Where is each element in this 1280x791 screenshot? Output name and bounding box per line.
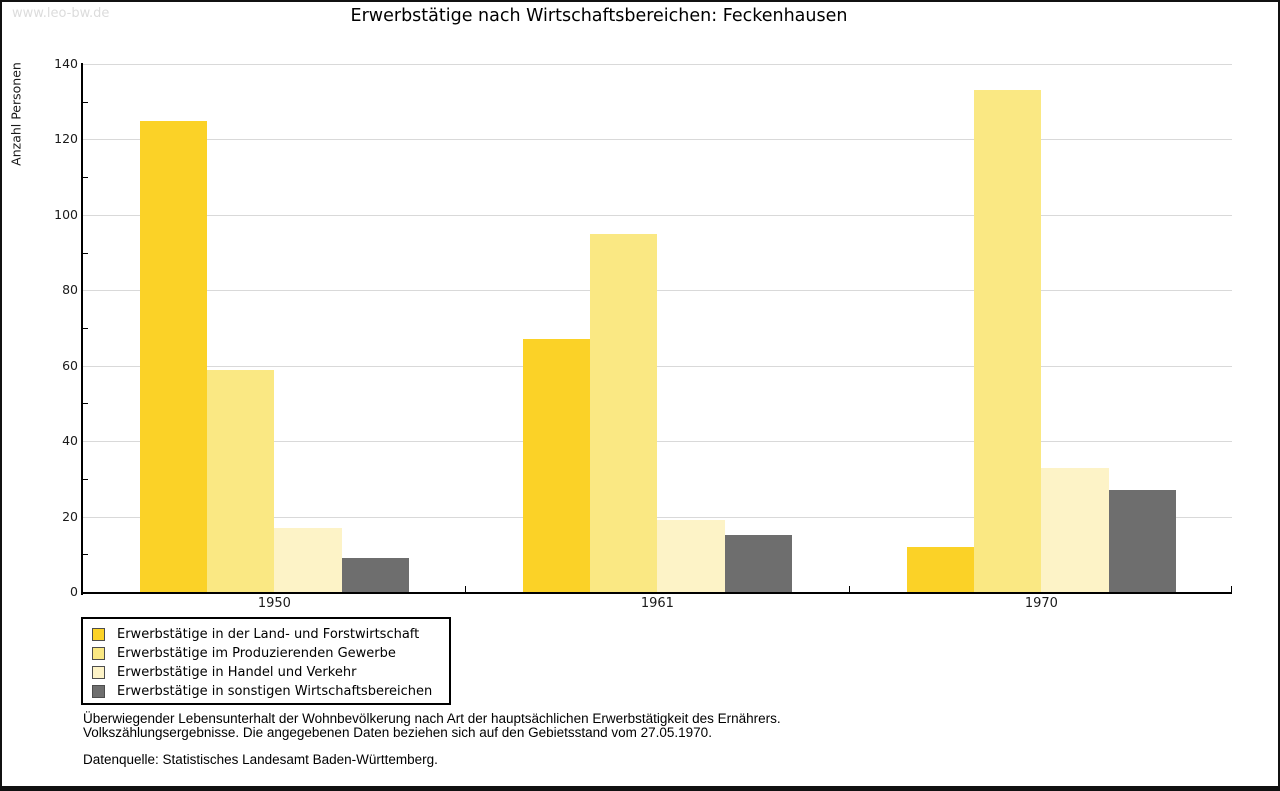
plot-area <box>81 63 1232 595</box>
y-minor-tick-30 <box>83 478 88 480</box>
x-separator-tick-3 <box>1231 586 1232 592</box>
bar-1970-series4 <box>1108 490 1176 592</box>
y-minor-tick-70 <box>83 328 88 329</box>
x-tick-label-1970: 1970 <box>1024 596 1058 611</box>
gridline-40 <box>83 441 1232 443</box>
bar-1970-series2 <box>974 90 1042 592</box>
gridline-120 <box>83 139 1232 141</box>
legend-swatch-4 <box>92 685 105 698</box>
legend-swatch-2 <box>92 647 105 660</box>
y-minor-tick-90 <box>83 252 88 254</box>
chart-title: Erwerbstätige nach Wirtschaftsbereichen:… <box>350 6 848 26</box>
y-axis-line <box>81 63 83 595</box>
bar-1961-series1 <box>523 339 591 592</box>
y-minor-tick-110 <box>83 177 88 179</box>
bar-1961-series4 <box>724 535 792 592</box>
y-minor-tick-50 <box>83 403 88 405</box>
x-separator-tick-2 <box>849 586 850 592</box>
legend-box: Erwerbstätige in der Land- und Forstwirt… <box>81 617 451 705</box>
y-minor-tick-10 <box>83 554 88 556</box>
gridline-60 <box>83 365 1232 367</box>
legend-label-1: Erwerbstätige in der Land- und Forstwirt… <box>117 627 420 642</box>
footer-note-line2: Volkszählungsergebnisse. Die angegebenen… <box>83 725 712 740</box>
bar-1950-series1 <box>140 120 208 592</box>
gridline-100 <box>83 214 1232 216</box>
y-axis-title: Anzahl Personen <box>8 62 24 166</box>
legend-swatch-1 <box>92 628 105 641</box>
y-tick-label-60: 60 <box>62 357 78 373</box>
bar-1950-series4 <box>341 558 409 592</box>
legend-item-2: Erwerbstätige im Produzierenden Gewerbe <box>83 644 449 663</box>
bar-1970-series1 <box>907 546 975 592</box>
y-tick-label-120: 120 <box>54 131 78 147</box>
y-tick-label-100: 100 <box>54 206 78 222</box>
gridline-140 <box>83 64 1232 65</box>
y-tick-label-140: 140 <box>54 56 78 71</box>
footer-datasource: Datenquelle: Statistisches Landesamt Bad… <box>83 752 438 767</box>
bar-1961-series3 <box>657 520 725 592</box>
bar-1961-series2 <box>590 233 658 592</box>
y-tick-label-80: 80 <box>62 282 78 298</box>
legend-item-1: Erwerbstätige in der Land- und Forstwirt… <box>83 625 449 644</box>
legend-item-3: Erwerbstätige in Handel und Verkehr <box>83 663 449 682</box>
legend-item-4: Erwerbstätige in sonstigen Wirtschaftsbe… <box>83 682 449 701</box>
x-tick-label-1961: 1961 <box>640 596 674 611</box>
x-axis-line <box>81 592 1232 594</box>
bar-1970-series3 <box>1041 467 1109 592</box>
y-minor-tick-130 <box>83 101 88 103</box>
y-tick-label-20: 20 <box>62 508 78 524</box>
bar-1950-series2 <box>207 369 275 592</box>
x-separator-tick-1 <box>465 586 466 592</box>
y-tick-label-0: 0 <box>70 584 78 599</box>
bar-1950-series3 <box>274 527 342 592</box>
legend-swatch-3 <box>92 666 105 679</box>
gridline-20 <box>83 516 1232 518</box>
watermark: www.leo-bw.de <box>12 6 110 21</box>
legend-label-3: Erwerbstätige in Handel und Verkehr <box>117 665 357 680</box>
x-tick-label-1950: 1950 <box>257 596 291 611</box>
legend-label-4: Erwerbstätige in sonstigen Wirtschaftsbe… <box>117 684 433 699</box>
y-tick-label-40: 40 <box>62 433 78 449</box>
legend-label-2: Erwerbstätige im Produzierenden Gewerbe <box>117 646 396 661</box>
footer-note-line1: Überwiegender Lebensunterhalt der Wohnbe… <box>83 711 781 726</box>
gridline-80 <box>83 290 1232 292</box>
